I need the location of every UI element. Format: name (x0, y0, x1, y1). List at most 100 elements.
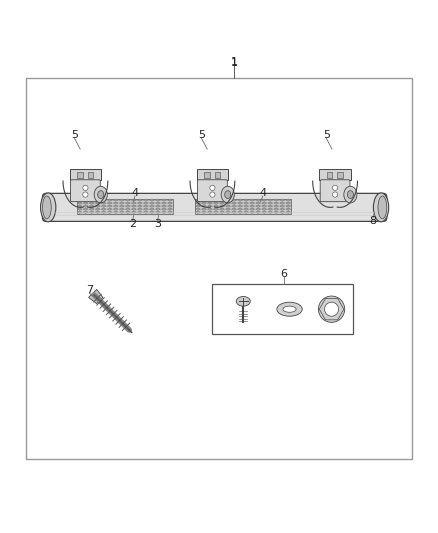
Polygon shape (237, 205, 243, 207)
Ellipse shape (221, 186, 234, 203)
Polygon shape (213, 208, 219, 211)
Polygon shape (113, 208, 118, 211)
Polygon shape (268, 202, 273, 204)
Polygon shape (89, 205, 94, 207)
Polygon shape (131, 205, 136, 207)
Polygon shape (213, 205, 219, 207)
Polygon shape (226, 202, 230, 204)
Polygon shape (125, 208, 131, 211)
Polygon shape (167, 202, 173, 204)
Polygon shape (89, 202, 94, 204)
Polygon shape (155, 202, 160, 204)
FancyBboxPatch shape (320, 180, 350, 201)
Text: 5: 5 (198, 130, 205, 140)
Polygon shape (131, 199, 136, 201)
Polygon shape (280, 202, 285, 204)
Ellipse shape (347, 191, 353, 198)
Polygon shape (232, 199, 237, 201)
FancyBboxPatch shape (198, 180, 227, 201)
Polygon shape (107, 205, 112, 207)
Polygon shape (83, 202, 88, 204)
Text: 8: 8 (370, 215, 377, 225)
Polygon shape (237, 199, 243, 201)
Polygon shape (113, 205, 118, 207)
Polygon shape (89, 199, 94, 201)
Polygon shape (77, 202, 82, 204)
Text: 7: 7 (86, 285, 93, 295)
Polygon shape (138, 202, 142, 204)
Polygon shape (95, 205, 100, 207)
Polygon shape (167, 199, 173, 201)
Polygon shape (77, 211, 82, 213)
Polygon shape (155, 199, 160, 201)
Polygon shape (113, 211, 118, 213)
Polygon shape (201, 202, 206, 204)
Polygon shape (232, 211, 237, 213)
Polygon shape (250, 202, 254, 204)
Polygon shape (125, 205, 131, 207)
Polygon shape (250, 211, 254, 213)
Polygon shape (167, 205, 173, 207)
Polygon shape (219, 211, 225, 213)
Polygon shape (244, 205, 249, 207)
Polygon shape (256, 208, 261, 211)
Polygon shape (237, 211, 243, 213)
Polygon shape (155, 205, 160, 207)
Polygon shape (138, 205, 142, 207)
Ellipse shape (236, 296, 250, 306)
Ellipse shape (40, 193, 56, 222)
Polygon shape (286, 211, 291, 213)
Polygon shape (83, 208, 88, 211)
Polygon shape (226, 211, 230, 213)
Polygon shape (131, 202, 136, 204)
Polygon shape (274, 199, 279, 201)
Polygon shape (261, 202, 267, 204)
Polygon shape (125, 199, 131, 201)
Polygon shape (268, 208, 273, 211)
Polygon shape (208, 208, 212, 211)
Polygon shape (201, 199, 206, 201)
Polygon shape (107, 199, 112, 201)
Polygon shape (286, 202, 291, 204)
Ellipse shape (42, 196, 51, 219)
Polygon shape (95, 208, 100, 211)
Ellipse shape (277, 302, 302, 316)
Ellipse shape (378, 196, 387, 219)
Polygon shape (143, 205, 148, 207)
Polygon shape (149, 211, 155, 213)
Polygon shape (213, 202, 219, 204)
Polygon shape (143, 199, 148, 201)
Polygon shape (195, 211, 201, 213)
Ellipse shape (225, 191, 231, 198)
Polygon shape (219, 208, 225, 211)
Polygon shape (274, 205, 279, 207)
Polygon shape (119, 211, 124, 213)
Polygon shape (107, 202, 112, 204)
Ellipse shape (344, 186, 357, 203)
Polygon shape (237, 202, 243, 204)
Circle shape (83, 192, 88, 197)
Polygon shape (101, 208, 106, 211)
Bar (212, 284, 353, 334)
Polygon shape (208, 202, 212, 204)
Polygon shape (195, 205, 201, 207)
Polygon shape (208, 211, 212, 213)
Polygon shape (162, 208, 166, 211)
Polygon shape (167, 211, 173, 213)
FancyBboxPatch shape (42, 193, 387, 221)
Text: 5: 5 (71, 130, 78, 140)
Bar (195, 198, 291, 214)
Polygon shape (143, 202, 148, 204)
Polygon shape (138, 199, 142, 201)
Text: 5: 5 (323, 130, 330, 140)
Polygon shape (237, 208, 243, 211)
Polygon shape (149, 205, 155, 207)
Bar (26, 78, 412, 459)
Polygon shape (195, 208, 201, 211)
Polygon shape (149, 202, 155, 204)
Bar (319, 169, 351, 180)
Circle shape (83, 185, 88, 190)
Polygon shape (219, 199, 225, 201)
Polygon shape (119, 202, 124, 204)
Polygon shape (83, 199, 88, 201)
